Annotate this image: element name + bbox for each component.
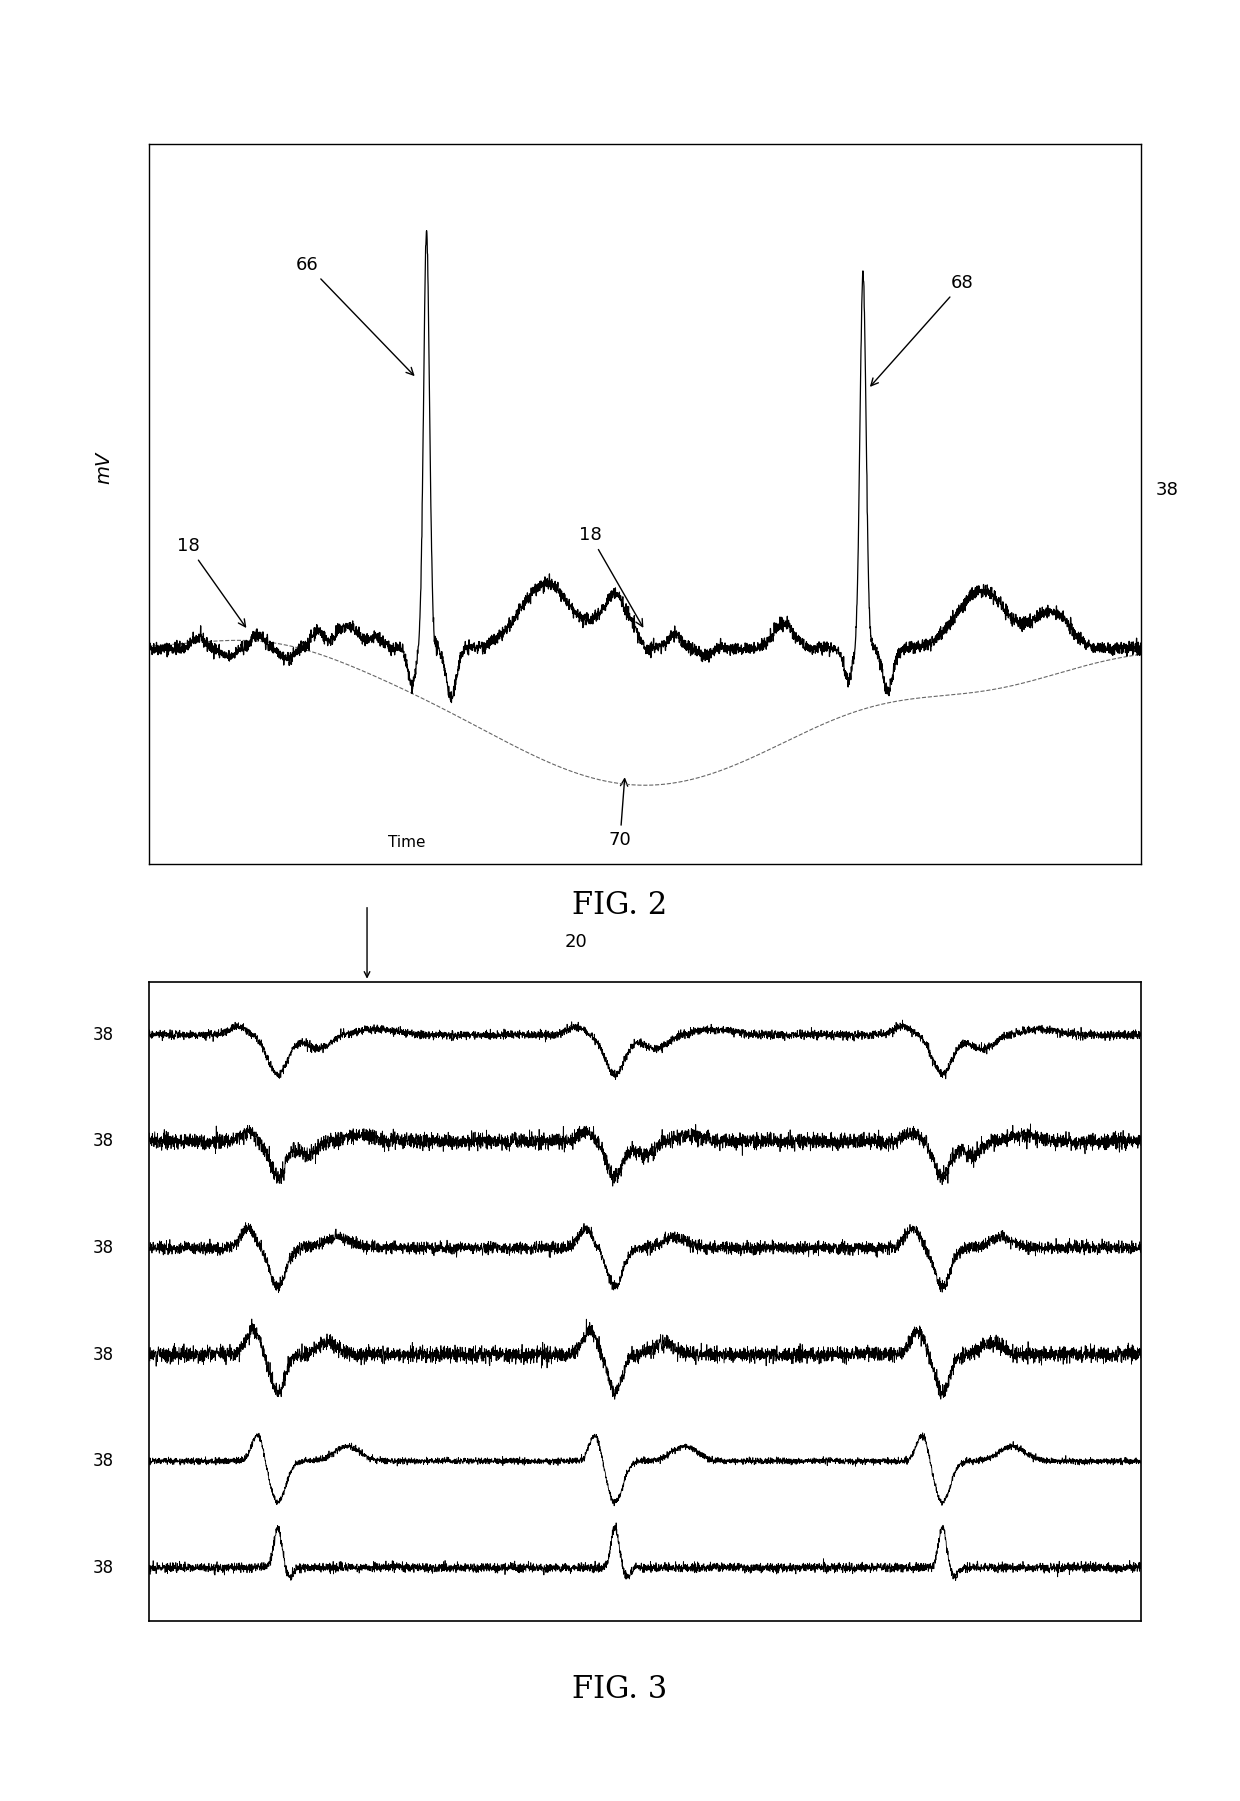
Text: 38: 38 xyxy=(1156,481,1178,499)
Text: 18: 18 xyxy=(579,526,642,627)
Text: 18: 18 xyxy=(177,537,246,627)
Text: 38: 38 xyxy=(93,1027,114,1045)
Text: 66: 66 xyxy=(296,256,414,375)
Text: 38: 38 xyxy=(93,1452,114,1470)
Text: 38: 38 xyxy=(93,1239,114,1257)
Text: Time: Time xyxy=(388,836,425,850)
Text: 38: 38 xyxy=(93,1345,114,1363)
Text: 20: 20 xyxy=(564,933,587,951)
Text: FIG. 3: FIG. 3 xyxy=(573,1673,667,1706)
Text: mV: mV xyxy=(94,452,114,484)
Text: FIG. 2: FIG. 2 xyxy=(573,890,667,922)
Text: 70: 70 xyxy=(609,778,631,848)
Text: 38: 38 xyxy=(93,1558,114,1576)
Text: 68: 68 xyxy=(870,274,973,385)
Text: 38: 38 xyxy=(93,1133,114,1151)
